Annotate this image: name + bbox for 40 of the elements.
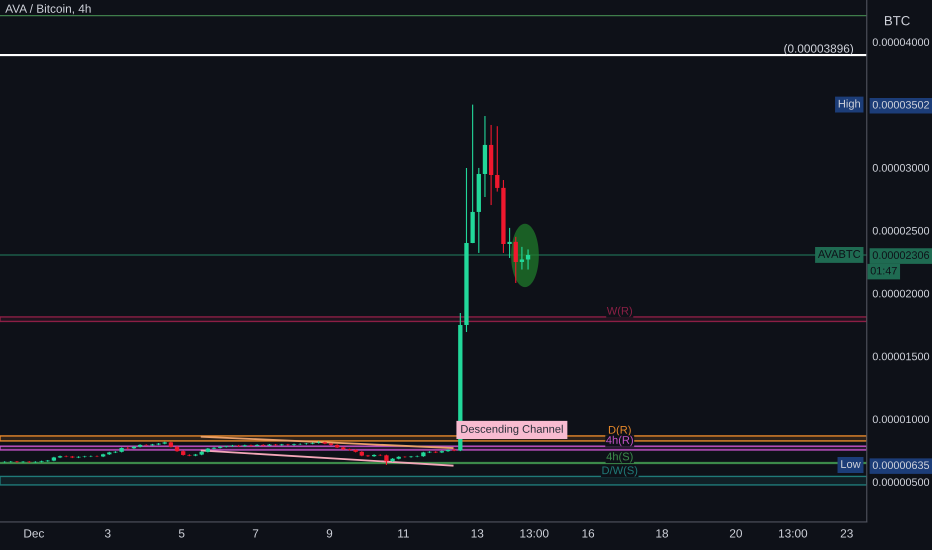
x-tick-label: 23: [840, 529, 853, 538]
y-tick-label: 0.00002000: [872, 290, 930, 298]
x-tick-label: 13:00: [778, 529, 808, 538]
annotation: High: [838, 99, 860, 110]
y-tick-label: 0.00000635: [872, 461, 930, 470]
chart-title: AVA / Bitcoin, 4h: [5, 4, 91, 14]
y-tick-label: 0.00004000: [872, 38, 930, 46]
y-axis-title: BTC: [884, 16, 910, 26]
candlestick: [526, 248, 530, 270]
x-tick-label: 9: [326, 529, 332, 538]
band-label: D/W(S): [602, 466, 638, 476]
text: 01:47: [870, 266, 897, 275]
y-tick-label: 0.00002500: [872, 226, 930, 235]
x-tick-label: 16: [582, 529, 594, 538]
band-label: W(R): [606, 306, 632, 317]
y-tick-label: 0.00002306: [872, 251, 930, 259]
y-tick-label: 0.00003502: [872, 100, 930, 109]
x-tick-label: 5: [178, 529, 184, 538]
x-tick-label: 3: [104, 529, 111, 538]
annotation: Descending Channel: [461, 424, 563, 436]
ref-line-label: (0.00003896): [784, 44, 854, 56]
candlestick: [520, 246, 524, 270]
x-tick-label: 18: [656, 529, 668, 538]
candlestick: [495, 126, 500, 192]
annotation: Low: [841, 460, 861, 468]
y-tick-label: 0.00003000: [872, 164, 930, 172]
y-tick-label: 0.00001500: [872, 352, 930, 360]
band-label: 4h(S): [606, 452, 633, 463]
y-tick-label: 0.00000500: [872, 478, 930, 486]
band-label: D(R): [608, 426, 631, 436]
y-tick-label: 0.00001000: [872, 415, 930, 424]
x-tick-label: 13: [472, 529, 484, 538]
x-tick-label: 11: [398, 529, 409, 538]
x-tick-label: 13:00: [520, 529, 549, 538]
annotation: AVABTC: [818, 250, 860, 258]
band-label: 4h(R): [606, 436, 633, 446]
x-tick-label: 7: [252, 529, 258, 538]
x-tick-label: 20: [730, 529, 742, 538]
candlestick: [514, 236, 518, 284]
x-tick-label: Dec: [24, 529, 44, 538]
